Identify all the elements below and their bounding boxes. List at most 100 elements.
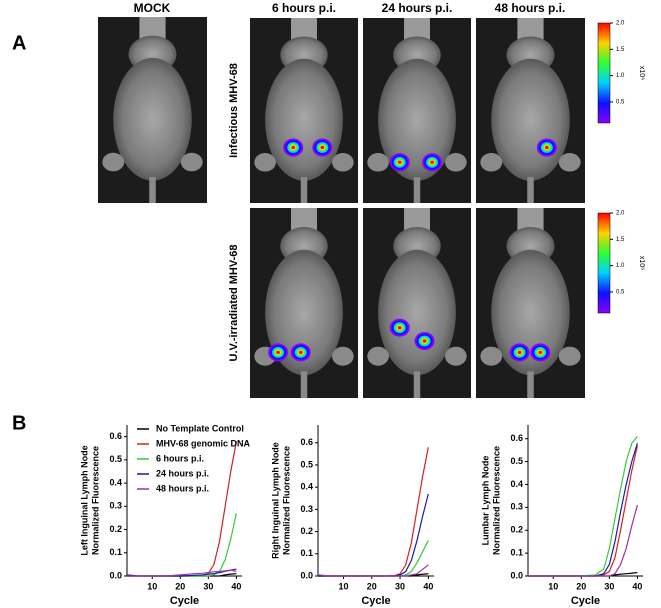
x-tick-label: 10 <box>147 581 157 591</box>
y-tick-label: 0.4 <box>510 479 523 489</box>
x-tick-label: 40 <box>423 581 433 591</box>
mouse-tail <box>527 371 534 398</box>
signal-blob <box>545 145 549 150</box>
y-tick-label: 0.2 <box>109 524 122 534</box>
mouse-body <box>265 58 343 181</box>
mouse-body <box>491 249 570 376</box>
column-header: 48 hours p.i. <box>495 1 566 15</box>
mouse-leg <box>102 152 125 172</box>
x-axis-label: Cycle <box>361 595 390 607</box>
nose-cone <box>404 208 430 231</box>
y-tick-label: 0.0 <box>109 570 122 580</box>
data-line <box>318 493 429 577</box>
legend-label: MHV-68 genomic DNA <box>156 438 251 448</box>
signal-blob <box>538 350 543 355</box>
y-tick-label: 0.6 <box>300 437 313 447</box>
y-axis-label: Lumbar Lymph Node <box>480 456 490 546</box>
y-tick-label: 0.4 <box>300 482 313 492</box>
x-tick-label: 30 <box>395 581 405 591</box>
y-tick-label: 0.1 <box>300 548 313 558</box>
y-tick-label: 0.6 <box>510 433 523 443</box>
signal-blob <box>430 160 434 164</box>
column-header: 6 hours p.i. <box>272 1 336 15</box>
nose-cone <box>517 18 544 41</box>
x-axis-label: Cycle <box>571 595 600 607</box>
mouse-image <box>363 208 471 398</box>
signal-blob <box>291 145 296 150</box>
column-header: 24 hours p.i. <box>382 1 453 15</box>
data-line <box>127 513 237 577</box>
mouse-image <box>250 18 358 203</box>
x-tick-label: 20 <box>576 581 586 591</box>
signal-blob <box>320 145 325 150</box>
mouse-leg <box>445 346 467 366</box>
y-tick-label: 0.3 <box>300 504 313 514</box>
signal-blob <box>397 160 402 164</box>
y-axis-label: Normalized Fluorescence <box>90 446 100 555</box>
y-tick-label: 0.1 <box>510 547 523 557</box>
signal-blob <box>298 350 303 355</box>
y-axis-label: Normalized Fluorescence <box>281 446 291 555</box>
mouse-leg <box>367 346 389 366</box>
x-tick-label: 30 <box>604 581 614 591</box>
colorbar-label: x10⁶ <box>638 66 645 80</box>
x-tick-label: 40 <box>632 581 642 591</box>
data-line <box>528 504 638 577</box>
y-tick-label: 0.5 <box>510 456 523 466</box>
mouse-leg <box>332 346 354 366</box>
mouse-tail <box>413 177 421 203</box>
row-label: Infectious MHV-68 <box>228 63 240 158</box>
colorbar-tick-label: 1.5 <box>616 237 625 243</box>
mouse-tail <box>149 176 156 203</box>
y-tick-label: 0.1 <box>109 547 122 557</box>
mouse-leg <box>332 153 354 172</box>
y-tick-label: 0.4 <box>109 477 122 487</box>
nose-cone <box>404 18 430 41</box>
data-line <box>528 443 638 577</box>
colorbar-label: x10⁶ <box>638 256 645 270</box>
mouse-body <box>378 249 456 376</box>
panel-label: A <box>12 32 26 54</box>
y-tick-label: 0.2 <box>510 525 523 535</box>
mouse-leg <box>180 152 203 172</box>
data-line <box>318 447 429 577</box>
mouse-tail <box>300 177 308 203</box>
mouse-image <box>98 17 207 203</box>
y-tick-label: 0.3 <box>510 502 523 512</box>
row-label: U.V.-irradiated MHV-68 <box>228 245 240 362</box>
data-line <box>528 436 638 577</box>
x-tick-label: 30 <box>203 581 213 591</box>
legend-label: No Template Control <box>156 423 244 433</box>
mouse-leg <box>558 153 581 172</box>
x-tick-label: 20 <box>367 581 377 591</box>
signal-blob <box>517 350 522 355</box>
colorbar-tick-label: 1.0 <box>616 73 625 79</box>
nose-cone <box>139 17 166 40</box>
mouse-image <box>476 208 585 398</box>
mouse-tail <box>300 371 308 398</box>
signal-blob <box>276 350 280 355</box>
column-header: MOCK <box>134 1 171 15</box>
colorbar <box>597 212 611 314</box>
y-axis-label: Normalized Fluorescence <box>491 446 501 555</box>
data-line <box>127 569 237 577</box>
colorbar-tick-label: 1.5 <box>616 47 625 53</box>
panel-label: B <box>12 412 26 434</box>
mouse-leg <box>254 153 276 172</box>
y-tick-label: 0.5 <box>109 454 122 464</box>
colorbar-tick-label: 0.5 <box>616 290 625 296</box>
mouse-image <box>250 208 358 398</box>
nose-cone <box>291 208 317 231</box>
mouse-image <box>363 18 471 203</box>
mouse-leg <box>445 153 467 172</box>
mouse-body <box>491 58 570 181</box>
colorbar-tick-label: 1.0 <box>616 263 625 269</box>
mouse-body <box>265 249 343 376</box>
y-tick-label: 0.3 <box>109 501 122 511</box>
legend-label: 24 hours p.i. <box>156 468 209 478</box>
legend-label: 6 hours p.i. <box>156 453 204 463</box>
mouse-body <box>113 57 192 181</box>
data-line <box>317 564 429 577</box>
mouse-tail <box>527 177 534 203</box>
x-tick-label: 20 <box>175 581 185 591</box>
